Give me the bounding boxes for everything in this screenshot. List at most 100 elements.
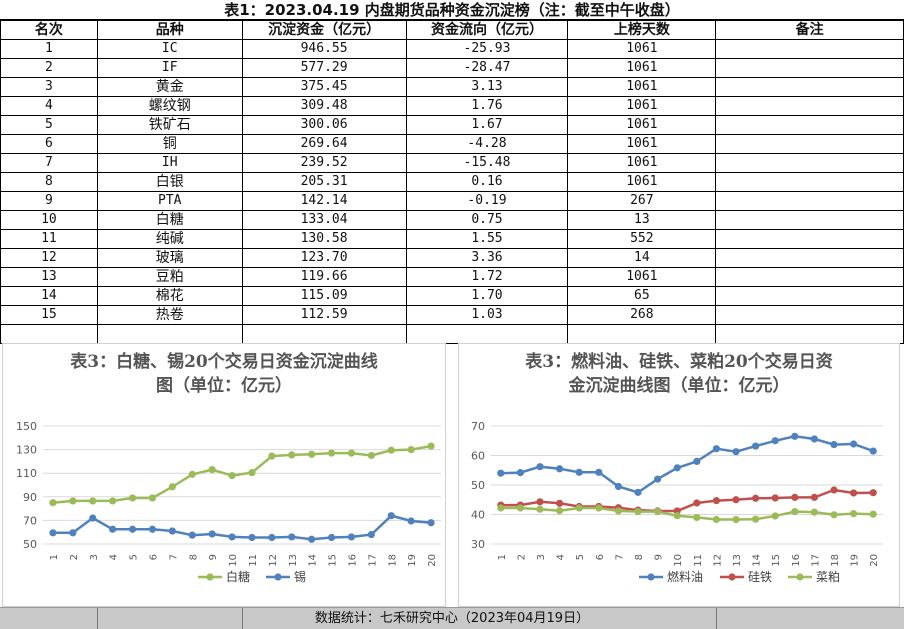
x-tick-label: 2	[516, 554, 527, 560]
data-point	[168, 483, 176, 491]
table-row: 5 铁矿石 300.06 1.67 1061	[0, 115, 904, 135]
data-point	[752, 494, 760, 502]
y-tick-label: 70	[471, 420, 485, 433]
table-cell: 123.70	[241, 248, 407, 268]
chart-title-line2: 图（单位：亿元）	[156, 376, 292, 396]
table-cell: 10	[0, 210, 98, 230]
x-tick-label: 7	[168, 554, 179, 560]
data-point	[367, 451, 375, 460]
table-cell: 65	[567, 286, 717, 306]
table-cell: 1.67	[405, 115, 569, 135]
x-tick-label: 8	[188, 554, 199, 560]
table-cell: 9	[0, 191, 98, 211]
table-cell	[715, 248, 904, 268]
table-cell: PTA	[96, 191, 243, 211]
table-cell: 1061	[567, 58, 717, 78]
data-point	[407, 446, 415, 454]
data-point	[347, 449, 356, 457]
table-row: 8 白银 205.31 0.16 1061	[0, 172, 904, 192]
x-tick-label: 17	[367, 554, 378, 567]
legend-marker-dot	[728, 573, 736, 581]
data-point	[595, 468, 603, 476]
x-tick-label: 3	[536, 554, 547, 560]
data-point	[148, 525, 157, 533]
x-tick-label: 15	[771, 554, 782, 567]
data-point	[771, 512, 779, 520]
table-cell: 白银	[96, 172, 243, 192]
table-cell: 黄金	[96, 77, 243, 97]
data-point	[208, 466, 216, 474]
table-cell: 6	[0, 134, 98, 154]
data-point	[810, 508, 818, 516]
chart-title-line1: 表3：燃料油、硅铁、菜粕20个交易日资	[525, 352, 833, 372]
x-tick-label: 8	[634, 554, 645, 560]
table-cell: 267	[567, 191, 717, 211]
column-header: 资金流向（亿元）	[405, 20, 569, 40]
data-point	[830, 440, 838, 449]
table-cell	[715, 172, 904, 192]
data-point	[516, 469, 524, 477]
x-tick-label: 11	[248, 554, 259, 567]
table-cell: 577.29	[241, 58, 407, 78]
data-point	[387, 446, 395, 454]
x-tick-label: 12	[712, 554, 723, 567]
table-row: 7 IH 239.52 -15.48 1061	[0, 153, 904, 173]
series-line	[500, 488, 874, 513]
x-tick-label: 5	[129, 554, 140, 560]
table-cell: 1.70	[405, 286, 569, 306]
table-cell: 946.55	[241, 39, 407, 59]
x-tick-label: 1	[49, 554, 60, 560]
data-point	[148, 494, 157, 502]
y-tick-label: 70	[23, 514, 37, 527]
table-cell: 铁矿石	[96, 115, 243, 135]
x-tick-label: 19	[850, 554, 861, 567]
x-tick-label: 1	[497, 554, 508, 560]
table-cell: 239.52	[241, 153, 407, 173]
table-cell: 白糖	[96, 210, 243, 230]
data-point	[308, 450, 316, 458]
data-point	[89, 514, 97, 522]
data-point	[869, 489, 877, 497]
data-point	[168, 527, 176, 535]
table-row: 6 铜 269.64 -4.28 1061	[0, 134, 904, 154]
table-cell: 0.16	[405, 172, 569, 192]
data-point	[89, 497, 97, 505]
table-cell: 1061	[567, 96, 717, 116]
x-tick-label: 13	[732, 554, 743, 567]
chart-fueloil-ferrosilicon-rapeseed: 表3：燃料油、硅铁、菜粕20个交易日资 金沉淀曲线图（单位：亿元） 30 40 50…	[458, 343, 900, 607]
data-point	[771, 437, 779, 445]
table-cell	[715, 191, 904, 211]
table-cell: 玻璃	[96, 248, 243, 268]
data-point	[268, 452, 276, 460]
table-cell	[0, 324, 98, 344]
table-cell: 12	[0, 248, 98, 268]
table-row: 4 螺纹钢 309.48 1.76 1061	[0, 96, 904, 116]
x-tick-label: 17	[810, 554, 821, 567]
data-point	[712, 445, 720, 453]
table-row: 15 热卷 112.59 1.03 268	[0, 305, 904, 325]
table-cell: 300.06	[241, 115, 407, 135]
data-point	[288, 533, 296, 541]
data-point	[810, 435, 818, 443]
table-cell	[715, 134, 904, 154]
table-cell: 豆粕	[96, 267, 243, 287]
table-cell: 130.58	[241, 229, 407, 249]
data-point	[516, 504, 524, 512]
data-point	[614, 507, 622, 515]
table-cell: 1.76	[405, 96, 569, 116]
data-point	[693, 457, 701, 465]
data-point	[556, 465, 564, 473]
data-point	[830, 486, 838, 494]
legend-marker-dot	[274, 573, 282, 581]
table-cell	[96, 324, 243, 344]
x-tick-label: 18	[387, 554, 398, 567]
table-cell: 119.66	[241, 267, 407, 287]
data-point	[575, 504, 583, 512]
table-cell	[715, 210, 904, 230]
data-point	[327, 449, 336, 457]
data-point	[69, 529, 77, 537]
table-cell: 1.03	[405, 305, 569, 325]
data-point	[869, 447, 877, 455]
x-tick-label: 14	[752, 554, 763, 567]
